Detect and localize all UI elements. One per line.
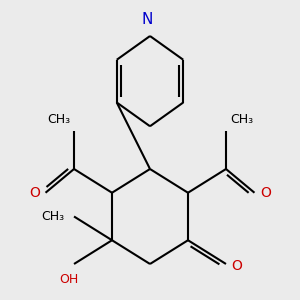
Text: O: O [29, 186, 40, 200]
Text: N: N [142, 13, 153, 28]
Text: O: O [232, 260, 243, 273]
Text: CH₃: CH₃ [41, 210, 64, 223]
Text: OH: OH [60, 274, 79, 286]
Text: CH₃: CH₃ [230, 113, 253, 126]
Text: CH₃: CH₃ [47, 113, 70, 126]
Text: O: O [260, 186, 271, 200]
